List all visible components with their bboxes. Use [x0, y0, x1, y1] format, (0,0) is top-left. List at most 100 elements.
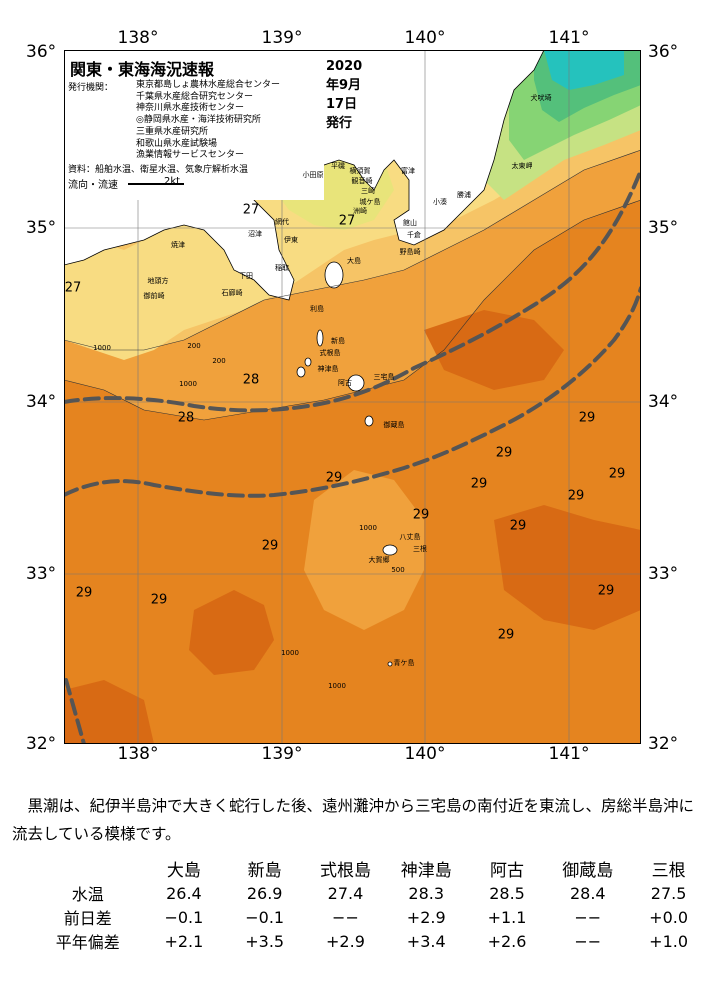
temperature-label: 29 [325, 470, 343, 486]
depth-label: 200 [212, 357, 226, 365]
issuer-item: 漁業情報サービスセンター [136, 150, 245, 161]
table-cell: +0.0 [649, 907, 689, 927]
temperature-label: 29 [495, 445, 513, 461]
place-label: 利島 [310, 305, 324, 313]
lat-label-33-left: 33° [26, 564, 57, 584]
table-cell: 26.4 [166, 883, 202, 903]
table-row: 平年偏差 +2.1 +3.5 +2.9 +3.4 +2.6 −− +1.0 [32, 929, 709, 953]
current-legend-label: 流向・流速 [68, 180, 118, 191]
table-cell: 26.9 [246, 883, 283, 903]
depth-label: 1000 [328, 682, 346, 690]
place-label: 三根 [413, 545, 427, 553]
island-kozushima [296, 366, 306, 378]
place-label: 焼津 [171, 241, 185, 249]
sst-28-area-hachijo [304, 470, 424, 630]
lon-label-138-bottom: 138° [117, 744, 159, 764]
column-header: 三根 [651, 861, 686, 881]
place-label: 伊東 [284, 236, 298, 244]
temperature-label: 29 [261, 538, 279, 554]
current-scale-value: 2kt [164, 176, 181, 187]
place-label: 下田 [239, 272, 253, 280]
issuer-item: 和歌山県水産試験場 [136, 138, 218, 149]
temperature-label: 27 [242, 202, 260, 218]
column-header: 神津島 [400, 861, 452, 881]
observation-table: 大島 新島 式根島 神津島 阿古 御蔵島 三根 水温 26.4 26.9 27.… [32, 856, 709, 953]
temperature-label: 29 [578, 410, 596, 426]
sst-29-dark-patch-4 [424, 310, 564, 390]
map-title: 関東・東海海況速報 [70, 60, 215, 79]
table-header-row: 大島 新島 式根島 神津島 阿古 御蔵島 三根 [32, 856, 709, 881]
depth-label: 1000 [281, 649, 299, 657]
lon-label-140-bottom: 140° [404, 744, 446, 764]
temperature-label: 29 [412, 507, 430, 523]
island-niijima [316, 329, 324, 347]
table-cell: 28.4 [569, 883, 606, 903]
lat-label-35-right: 35° [648, 218, 679, 238]
place-label: 新島 [331, 337, 345, 345]
lon-label-141-bottom: 141° [548, 744, 590, 764]
map-legend-box: 関東・東海海況速報 2020年9月17日 発行 発行機関： 東京都島しょ農林水産… [64, 50, 362, 200]
table-cell: +2.9 [326, 931, 365, 951]
temperature-label: 29 [497, 627, 515, 643]
depth-label: 1000 [359, 524, 377, 532]
table-cell: −0.1 [164, 907, 204, 927]
place-label: 御蔵島 [383, 421, 405, 429]
column-header: 阿古 [490, 861, 525, 881]
depth-label: 1000 [93, 344, 111, 352]
sst-29-dark-patch-3 [494, 505, 641, 630]
island-hachijojima [382, 544, 398, 556]
column-header: 式根島 [319, 861, 371, 881]
lat-label-32-left: 32° [26, 734, 57, 754]
place-label: 三崎 [361, 187, 375, 195]
current-scale-arrow [128, 183, 184, 185]
lon-label-138-top: 138° [117, 28, 159, 48]
place-label: 太東岬 [511, 162, 533, 170]
island-mikurajima [364, 415, 374, 427]
table-row: 水温 26.4 26.9 27.4 28.3 28.5 28.4 27.5 [32, 881, 709, 905]
sst-29-dark-patch-1 [189, 590, 274, 675]
lat-label-36-right: 36° [648, 42, 679, 62]
title-box-bg [64, 50, 324, 200]
island-aogashima [387, 661, 393, 667]
place-label: 神津島 [317, 365, 339, 373]
table-corner [32, 856, 144, 881]
place-label: 千倉 [407, 231, 421, 239]
table-cell: −− [574, 931, 602, 951]
island-oshima [324, 261, 344, 289]
map-frame [64, 50, 641, 744]
table-cell: 28.5 [489, 883, 525, 903]
place-label: 御前崎 [143, 292, 165, 300]
place-label: 小湊 [433, 198, 447, 206]
temperature-label: 29 [608, 466, 626, 482]
place-label: 沼津 [248, 230, 262, 238]
table-cell: +2.6 [487, 931, 527, 951]
issuer-item: 神奈川県水産技術センター [136, 103, 245, 114]
place-label: 城ケ島 [359, 198, 381, 206]
place-label: 青ケ島 [393, 659, 415, 667]
issuer-item: 三重県水産研究所 [136, 126, 209, 137]
depth-label: 200 [187, 342, 201, 350]
table-row: 前日差 −0.1 −0.1 −− +2.9 +1.1 −− +0.0 [32, 905, 709, 929]
place-label: 平磯 [331, 162, 345, 170]
table-cell: +1.0 [649, 931, 689, 951]
lon-label-139-bottom: 139° [261, 744, 303, 764]
column-header: 御蔵島 [562, 861, 614, 881]
place-label: 稲取 [275, 264, 289, 272]
row-header: 平年偏差 [55, 933, 120, 952]
island-shikinejima [304, 357, 312, 367]
lon-label-139-top: 139° [261, 28, 303, 48]
place-label: 地頭方 [147, 277, 169, 285]
column-header: 大島 [166, 861, 201, 881]
table-cell: 27.4 [327, 883, 364, 903]
place-label: 八丈島 [399, 533, 421, 541]
lon-label-140-top: 140° [404, 28, 446, 48]
kuroshio-comment: 黒潮は、紀伊半島沖で大きく蛇行した後、遠州灘沖から三宅島の南付近を東流し、房総半… [12, 797, 695, 843]
table-cell: −− [574, 907, 602, 927]
depth-label: 500 [391, 566, 405, 574]
place-label: 富津 [401, 167, 415, 175]
map-svg [64, 50, 641, 744]
temperature-label: 29 [509, 518, 527, 534]
table-cell: +2.9 [406, 907, 446, 927]
place-label: 三宅島 [373, 373, 395, 381]
kuroshio-axis [64, 168, 641, 744]
